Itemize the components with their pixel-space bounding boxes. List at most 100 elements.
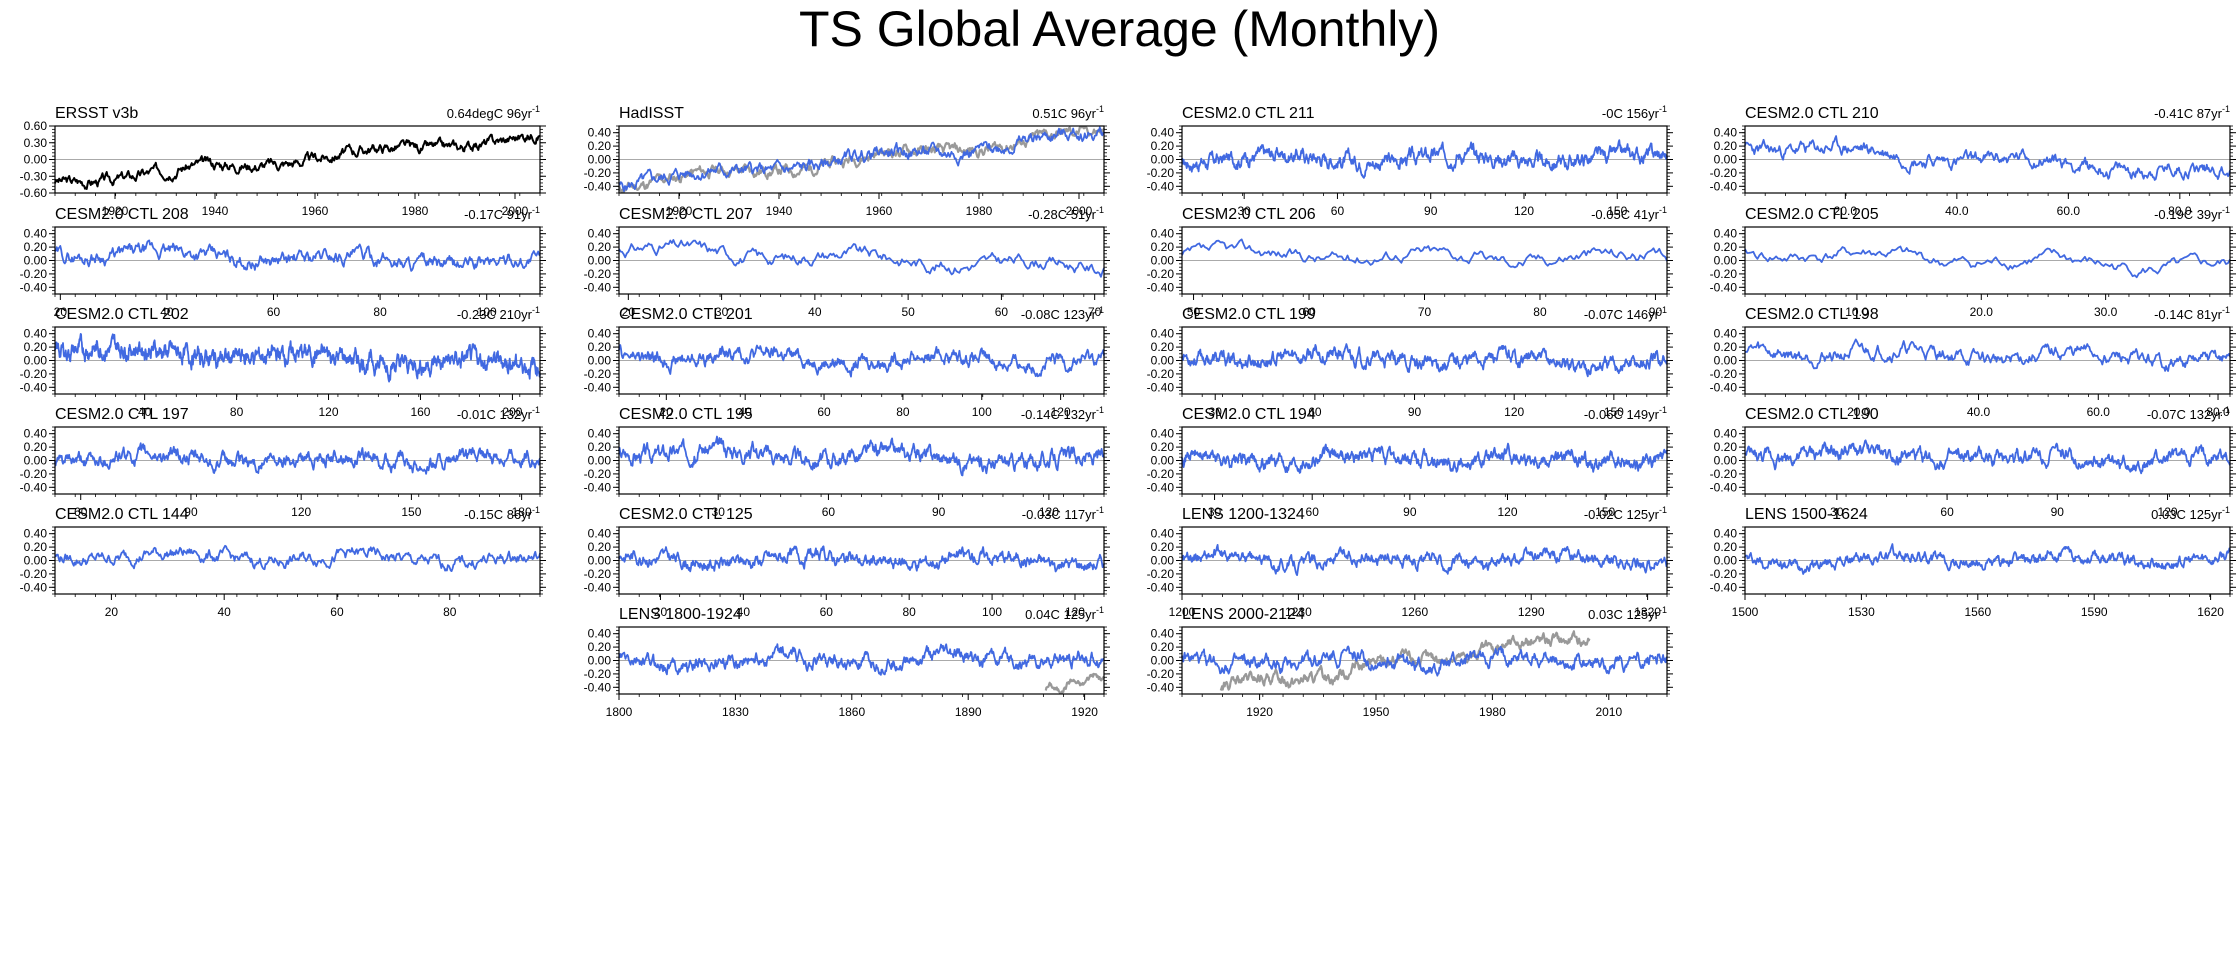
y-tick-label: 0.40 <box>1151 227 1175 241</box>
x-tick-label: 20 <box>654 605 668 619</box>
x-tick-label: 1940 <box>202 204 229 218</box>
x-tick-label: 1530 <box>1848 605 1875 619</box>
panel-title: ERSST v3b <box>55 105 138 122</box>
y-tick-label: 0.00 <box>1151 654 1175 668</box>
panel-title: CESM2.0 CTL 190 <box>1745 406 1879 423</box>
series-line-model <box>1744 338 2231 372</box>
x-tick-label: 1500 <box>1732 605 1759 619</box>
x-tick-label: 40 <box>737 605 751 619</box>
series-line-model <box>1181 139 1668 179</box>
series-line-model <box>1181 238 1668 269</box>
panel-stats: -0.14C 132yr-1 <box>1021 405 1104 422</box>
y-tick-label: -0.40 <box>584 580 612 594</box>
x-tick-label: 80 <box>373 305 387 319</box>
series-line-model <box>1181 544 1668 576</box>
panel-title: CESM2.0 CTL 206 <box>1182 206 1316 223</box>
panel-stats: -0.17C 91yr-1 <box>464 205 540 222</box>
y-tick-label: 0.40 <box>1714 527 1738 541</box>
x-tick-label: 1960 <box>302 204 329 218</box>
x-tick-label: 80.0 <box>2206 405 2230 419</box>
panel-stats: 0.64degC 96yr-1 <box>447 104 540 121</box>
y-tick-label: 0.20 <box>588 640 612 654</box>
panel-stats: -0.28C 51yr-1 <box>1028 205 1104 222</box>
series-line-model <box>618 435 1105 477</box>
series-line-model <box>1744 543 2231 575</box>
x-tick-label: 2000 <box>502 204 529 218</box>
y-tick-label: -0.40 <box>1710 280 1738 294</box>
chart-panel: CESM2.0 CTL 210 -0.41C 87yr-1-0.40-0.200.… <box>1710 104 2236 218</box>
panel-stats-exponent: -1 <box>2222 305 2230 315</box>
x-tick-label: 1590 <box>2081 605 2108 619</box>
panel-stats: -0.23C 210yr-1 <box>457 305 540 322</box>
panel-stats-exponent: -1 <box>2222 505 2230 515</box>
y-tick-label: -0.40 <box>20 580 48 594</box>
x-tick-label: 80 <box>230 405 244 419</box>
y-tick-label: 0.00 <box>1714 554 1738 568</box>
x-tick-label: 1620 <box>2197 605 2224 619</box>
y-tick-label: -0.40 <box>1710 179 1738 193</box>
x-tick-label: 40.0 <box>1967 405 1991 419</box>
x-tick-label: 120 <box>1497 505 1517 519</box>
chart-panel: CESM2.0 CTL 197 -0.01C 132yr-1-0.40-0.200… <box>20 405 546 519</box>
x-tick-label: 2010 <box>1595 705 1622 719</box>
panel-stats-value: -0.14C 132yr <box>1021 407 1097 422</box>
chart-panel: LENS 1200-1324 -0.02C 125yr-1-0.40-0.200.… <box>1147 505 1673 619</box>
y-tick-label: 0.40 <box>1714 227 1738 241</box>
panel-title: CESM2.0 CTL 211 <box>1182 105 1315 122</box>
y-tick-label: -0.20 <box>1710 467 1738 481</box>
x-tick-label: 120 <box>2158 505 2178 519</box>
x-tick-label: 20 <box>622 305 636 319</box>
y-tick-label: -0.20 <box>1147 367 1175 381</box>
y-tick-label: 0.20 <box>24 240 48 254</box>
panel-title: CESM2.0 CTL 202 <box>55 306 189 323</box>
y-tick-label: -0.20 <box>20 467 48 481</box>
x-tick-label: 60 <box>822 505 836 519</box>
x-tick-label: 120 <box>1065 605 1085 619</box>
y-tick-label: 0.20 <box>1151 139 1175 153</box>
panel-stats-exponent: -1 <box>532 305 540 315</box>
x-tick-label: 60 <box>817 405 831 419</box>
chart-panel: LENS 1500-1624 0.03C 125yr-1-0.40-0.200.0… <box>1710 505 2236 619</box>
y-tick-label: -0.40 <box>584 380 612 394</box>
y-tick-label: 0.00 <box>1151 153 1175 167</box>
chart-panel: LENS 1800-1924 0.04C 125yr-1-0.40-0.200.0… <box>584 605 1110 719</box>
y-tick-label: -0.40 <box>584 179 612 193</box>
y-tick-label: 0.00 <box>1151 354 1175 368</box>
panel-stats: -0.08C 123yr-1 <box>1021 305 1104 322</box>
panel-title: LENS 1800-1924 <box>619 606 742 623</box>
x-tick-label: 80 <box>896 405 910 419</box>
x-tick-label: 30 <box>712 505 726 519</box>
x-tick-label: 60.0 <box>2087 405 2111 419</box>
panel-stats-value: 0.03C 125yr <box>2151 507 2222 522</box>
panel-stats-exponent: -1 <box>1659 405 1667 415</box>
y-tick-label: 0.40 <box>588 227 612 241</box>
y-tick-label: -0.20 <box>1710 567 1738 581</box>
x-tick-label: 150 <box>1607 204 1627 218</box>
y-tick-label: 0.40 <box>24 327 48 341</box>
x-tick-label: 100 <box>972 405 992 419</box>
x-tick-label: 120 <box>1504 405 1524 419</box>
y-tick-label: -0.20 <box>1710 367 1738 381</box>
series-line-model <box>1181 442 1668 474</box>
panel-stats: -0C 156yr-1 <box>1602 104 1667 121</box>
x-tick-label: 30.0 <box>2094 305 2118 319</box>
y-tick-label: 0.20 <box>588 340 612 354</box>
panel-stats-value: -0.28C 51yr <box>1028 207 1097 222</box>
x-tick-label: 60 <box>1331 204 1345 218</box>
panel-stats-exponent: -1 <box>532 104 540 114</box>
x-tick-label: 1860 <box>838 705 865 719</box>
series-line-model <box>54 332 541 383</box>
y-tick-label: -0.20 <box>584 166 612 180</box>
y-tick-label: -0.40 <box>20 280 48 294</box>
y-tick-label: -0.20 <box>584 667 612 681</box>
x-tick-label: 50 <box>1187 305 1201 319</box>
series-line-model <box>1744 135 2231 181</box>
y-tick-label: -0.20 <box>20 567 48 581</box>
panel-stats: 0.03C 125yr-1 <box>2151 505 2230 522</box>
panel-stats-value: -0.02C 125yr <box>1584 507 1660 522</box>
x-tick-label: 1960 <box>866 204 893 218</box>
panel-stats-value: -0.07C 146yr <box>1584 307 1660 322</box>
y-tick-label: 0.00 <box>24 254 48 268</box>
y-tick-label: 0.00 <box>24 354 48 368</box>
